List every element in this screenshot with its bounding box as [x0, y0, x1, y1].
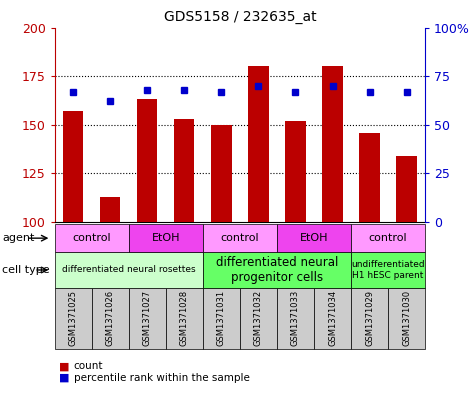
Text: EtOH: EtOH [152, 233, 180, 243]
Text: cell type: cell type [2, 265, 50, 275]
Bar [360, 132, 380, 222]
Text: GSM1371034: GSM1371034 [328, 290, 337, 346]
Text: GSM1371029: GSM1371029 [365, 290, 374, 346]
Text: ■: ■ [59, 361, 70, 371]
Text: GSM1371031: GSM1371031 [217, 290, 226, 346]
Text: agent: agent [2, 233, 35, 243]
Text: control: control [369, 233, 408, 243]
Bar [323, 66, 342, 222]
Text: GSM1371028: GSM1371028 [180, 290, 189, 346]
Bar [285, 121, 305, 222]
Text: GSM1371026: GSM1371026 [106, 290, 114, 346]
Bar [248, 66, 268, 222]
Text: GSM1371032: GSM1371032 [254, 290, 263, 346]
Text: control: control [220, 233, 259, 243]
Text: EtOH: EtOH [300, 233, 328, 243]
Bar [100, 197, 120, 222]
Bar [63, 111, 83, 222]
Text: percentile rank within the sample: percentile rank within the sample [74, 373, 249, 383]
Text: undifferentiated
H1 hESC parent: undifferentiated H1 hESC parent [351, 260, 425, 280]
Text: GSM1371030: GSM1371030 [402, 290, 411, 346]
Title: GDS5158 / 232635_at: GDS5158 / 232635_at [163, 10, 316, 24]
Bar [397, 156, 417, 222]
Bar [137, 99, 157, 222]
Text: GSM1371027: GSM1371027 [143, 290, 152, 346]
Text: GSM1371025: GSM1371025 [69, 290, 77, 346]
Text: ■: ■ [59, 373, 70, 383]
Text: GSM1371033: GSM1371033 [291, 290, 300, 346]
Text: differentiated neural rosettes: differentiated neural rosettes [62, 266, 196, 274]
Text: count: count [74, 361, 103, 371]
Text: differentiated neural
progenitor cells: differentiated neural progenitor cells [216, 256, 338, 284]
Bar [211, 125, 231, 222]
Text: control: control [72, 233, 111, 243]
Bar [174, 119, 194, 222]
